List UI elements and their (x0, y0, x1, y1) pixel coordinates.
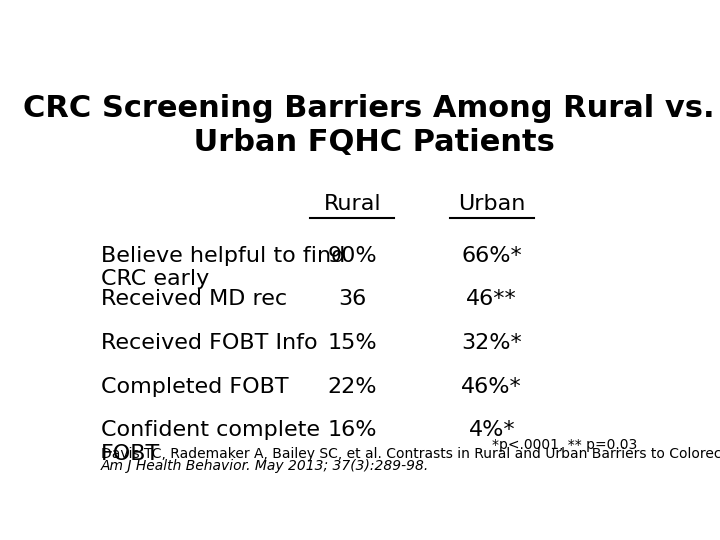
Text: *p<.0001, ** p=0.03: *p<.0001, ** p=0.03 (492, 438, 637, 453)
Text: Confident complete
FOBT: Confident complete FOBT (101, 420, 320, 463)
Text: 32%*: 32%* (462, 333, 522, 353)
Text: Received FOBT Info: Received FOBT Info (101, 333, 318, 353)
Text: 36: 36 (338, 289, 366, 309)
Text: 46**: 46** (467, 289, 517, 309)
Text: Rural: Rural (323, 194, 381, 214)
Text: Received MD rec: Received MD rec (101, 289, 287, 309)
Text: CRC Screening Barriers Among Rural vs.
 Urban FQHC Patients: CRC Screening Barriers Among Rural vs. U… (23, 94, 715, 157)
Text: 66%*: 66%* (462, 246, 522, 266)
Text: 90%: 90% (328, 246, 377, 266)
Text: 46%*: 46%* (462, 377, 522, 397)
Text: Am J Health Behavior. May 2013; 37(3):289-98.: Am J Health Behavior. May 2013; 37(3):28… (101, 459, 429, 473)
Text: Believe helpful to find
CRC early: Believe helpful to find CRC early (101, 246, 346, 289)
Text: 4%*: 4%* (469, 420, 515, 440)
Text: 15%: 15% (328, 333, 377, 353)
Text: Davis TC, Rademaker A, Bailey SC, et al. Contrasts in Rural and Urban Barriers t: Davis TC, Rademaker A, Bailey SC, et al.… (101, 447, 720, 461)
Text: 22%: 22% (328, 377, 377, 397)
Text: Completed FOBT: Completed FOBT (101, 377, 289, 397)
Text: 16%: 16% (328, 420, 377, 440)
Text: Urban: Urban (458, 194, 526, 214)
